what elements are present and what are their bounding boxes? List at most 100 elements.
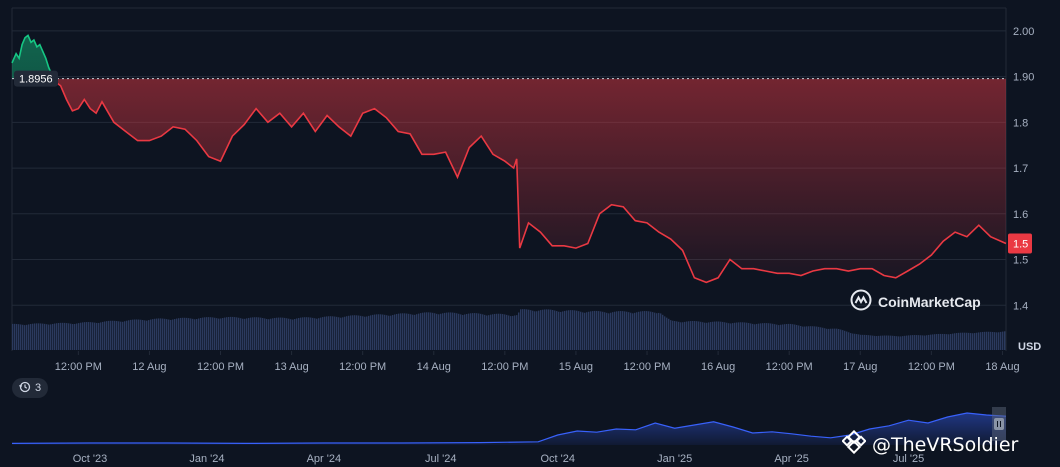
volume-bar: [230, 316, 232, 350]
volume-bar: [628, 312, 630, 350]
volume-bar: [238, 317, 240, 350]
volume-bar: [296, 318, 298, 350]
volume-bar: [690, 321, 692, 350]
y-tick-label: 1.5: [1013, 255, 1028, 267]
volume-bar: [756, 323, 758, 350]
volume-bar: [526, 309, 528, 350]
x-tick-label: 12:00 PM: [197, 361, 244, 373]
volume-bar: [312, 317, 314, 350]
volume-bar: [422, 312, 424, 350]
volume-bar: [348, 315, 350, 350]
volume-bar: [860, 334, 862, 350]
volume-bar: [102, 321, 104, 350]
volume-bar: [292, 319, 294, 350]
volume-bar: [136, 319, 138, 350]
volume-bar: [308, 317, 310, 350]
volume-bar: [992, 331, 994, 350]
volume-bar: [542, 309, 544, 350]
volume-bar: [76, 323, 78, 350]
volume-bar: [962, 332, 964, 350]
navigator-x-axis: Oct '23 Jan '24 Apr '24 Jul '24 Oct '24 Jan '…: [73, 453, 925, 465]
volume-bar: [596, 310, 598, 350]
volume-bar: [952, 333, 954, 350]
volume-bar: [48, 324, 50, 350]
volume-bar: [302, 317, 304, 350]
volume-bar: [340, 317, 342, 350]
volume-bar: [932, 334, 934, 350]
volume-bar: [944, 334, 946, 350]
volume-bar: [570, 310, 572, 350]
volume-bar: [896, 336, 898, 350]
volume-bar: [674, 321, 676, 350]
volume-bar: [404, 313, 406, 350]
volume-bar: [794, 324, 796, 350]
volume-bar: [930, 334, 932, 350]
volume-bar: [140, 319, 142, 350]
x-tick-label: 12:00 PM: [339, 361, 386, 373]
volume-bar: [280, 317, 282, 350]
volume-bar: [418, 313, 420, 350]
volume-bar: [682, 322, 684, 350]
volume-bar: [114, 320, 116, 350]
volume-bar: [362, 316, 364, 350]
volume-bar: [908, 335, 910, 350]
current-price-badge: 1.5: [1008, 233, 1032, 254]
reference-value-label: 1.8956: [19, 74, 53, 86]
volume-bar: [364, 316, 366, 350]
volume-bar: [40, 323, 42, 350]
volume-bar: [696, 321, 698, 350]
volume-bar: [758, 323, 760, 350]
volume-bar: [472, 313, 474, 350]
volume-bar: [616, 311, 618, 350]
volume-bar: [784, 324, 786, 350]
volume-bar: [178, 318, 180, 350]
volume-bar: [558, 311, 560, 350]
volume-bar: [874, 335, 876, 350]
volume-bar: [748, 323, 750, 350]
x-tick-label: 14 Aug: [417, 361, 451, 373]
navigator-line: [11, 412, 1007, 445]
volume-bar: [216, 318, 218, 350]
volume-bar: [80, 322, 82, 350]
x-tick-label: 12:00 PM: [55, 361, 102, 373]
volume-bar: [16, 323, 18, 350]
volume-bar: [24, 325, 26, 350]
volume-bar: [706, 322, 708, 350]
volume-bar: [656, 313, 658, 350]
volume-bar: [734, 322, 736, 350]
volume-bar: [336, 316, 338, 350]
volume-bar: [536, 311, 538, 350]
y-tick-label: 1.90: [1013, 72, 1034, 84]
volume-bar: [812, 326, 814, 350]
volume-bar: [246, 318, 248, 350]
volume-bar: [510, 316, 512, 350]
volume-bar: [698, 321, 700, 350]
volume-bar: [552, 309, 554, 350]
navigator[interactable]: Oct '23 Jan '24 Apr '24 Jul '24 Oct '24 Jan '…: [11, 405, 1007, 465]
volume-bar: [900, 336, 902, 350]
volume-bar: [622, 311, 624, 350]
volume-bar: [640, 311, 642, 350]
volume-bar: [166, 319, 168, 350]
volume-bar: [384, 314, 386, 350]
volume-bar: [18, 324, 20, 350]
volume-bar: [382, 314, 384, 350]
y-tick-label: 1.6: [1013, 209, 1028, 221]
volume-bar: [444, 312, 446, 350]
coinmarketcap-logo-icon: [850, 289, 872, 314]
volume-bar: [30, 324, 32, 350]
volume-bar: [226, 317, 228, 350]
volume-bar: [354, 315, 356, 350]
navigator-series: [11, 412, 1007, 445]
annotations-button[interactable]: 3: [12, 378, 49, 398]
volume-bar: [724, 322, 726, 350]
volume-bar: [572, 310, 574, 350]
volume-bar: [814, 326, 816, 350]
volume-bar: [862, 334, 864, 350]
volume-bar: [430, 312, 432, 350]
y-axis: 2.00 1.90 1.8 1.7 1.6 1.5 1.4: [1013, 26, 1034, 312]
history-icon: [19, 381, 31, 396]
volume-bar: [328, 316, 330, 350]
navigator-handle[interactable]: [994, 418, 1004, 430]
